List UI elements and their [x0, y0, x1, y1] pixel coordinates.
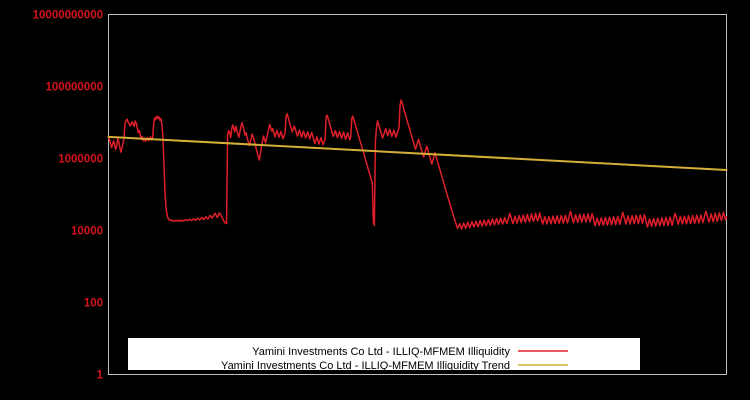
- y-axis-tick-label: 100: [84, 298, 103, 310]
- y-axis-tick-label: 1: [97, 370, 104, 382]
- y-axis-tick-label: 10000: [71, 226, 103, 238]
- y-axis-tick-label: 10000000000: [33, 10, 103, 22]
- legend-label: Yamini Investments Co Ltd - ILLIQ-MFMEM …: [221, 360, 510, 372]
- y-axis-tick-labels: 10000000000 100000000 1000000 10000 100 1: [33, 10, 104, 382]
- y-axis-tick-label: 100000000: [45, 82, 103, 94]
- y-axis-tick-label: 1000000: [58, 154, 103, 166]
- series-illiquidity-line: [107, 99, 728, 230]
- legend-label: Yamini Investments Co Ltd - ILLIQ-MFMEM …: [252, 346, 510, 358]
- chart-legend: Yamini Investments Co Ltd - ILLIQ-MFMEM …: [128, 338, 640, 372]
- series-trend-line: [107, 135, 728, 171]
- data-series-group: [107, 99, 728, 230]
- plot-area-border: [108, 14, 727, 375]
